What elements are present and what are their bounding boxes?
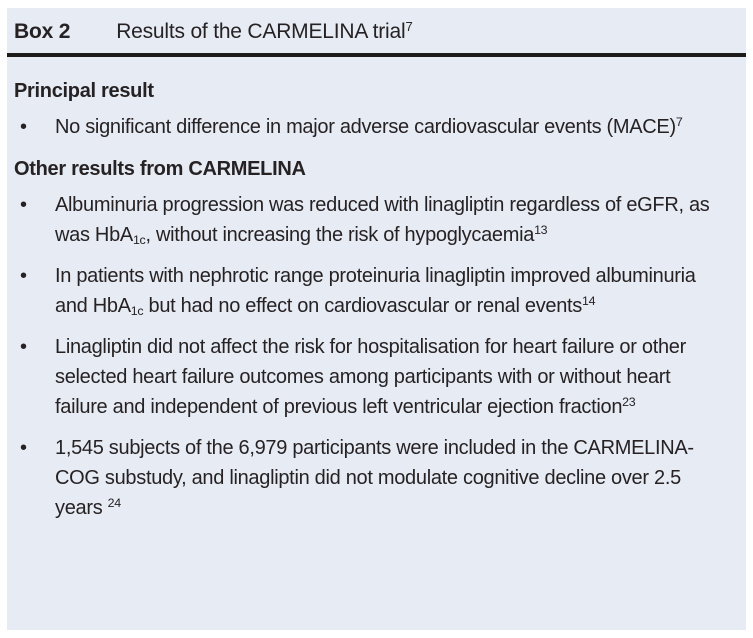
bullet-item: • 1,545 subjects of the 6,979 participant…: [14, 433, 710, 523]
bullet-text: Linagliptin did not affect the risk for …: [55, 332, 710, 422]
text-segment: In patients with nephrotic range protein…: [55, 265, 696, 317]
section-heading: Other results from CARMELINA: [14, 158, 306, 180]
bullet-icon: •: [20, 116, 27, 138]
reference-superscript: 7: [675, 115, 683, 130]
bullet-icon: •: [20, 336, 27, 358]
reference-superscript: 7: [405, 18, 413, 34]
subscript: 1c: [130, 303, 144, 318]
subscript: 1c: [132, 232, 146, 247]
text-segment: No significant difference in major adver…: [55, 116, 676, 138]
bullet-text: No significant difference in major adver…: [55, 112, 710, 142]
box-title-text: Results of the CARMELINA trial: [116, 20, 406, 43]
text-segment: , without increasing the risk of hypogly…: [145, 224, 535, 246]
text-segment: 1,545 subjects of the 6,979 participants…: [55, 437, 694, 519]
reference-superscript: 13: [534, 223, 548, 238]
reference-superscript: 23: [622, 395, 636, 410]
bullet-item: • In patients with nephrotic range protei…: [14, 261, 710, 321]
results-box: Box 2 Results of the CARMELINA trial7 Pr…: [7, 8, 746, 630]
bullet-icon: •: [20, 265, 27, 287]
bullet-icon: •: [20, 194, 27, 216]
box-body: Principal result • No significant differen…: [7, 57, 746, 523]
text-segment: but had no effect on cardiovascular or r…: [143, 295, 582, 317]
bullet-item: • No significant difference in major adve…: [14, 112, 710, 142]
reference-superscript: 24: [107, 496, 121, 511]
bullet-item: • Linagliptin did not affect the risk for…: [14, 332, 710, 422]
box-title: Results of the CARMELINA trial7: [116, 18, 413, 44]
bullet-icon: •: [20, 437, 27, 459]
bullet-text: In patients with nephrotic range protein…: [55, 261, 710, 321]
bullet-item: • Albuminuria progression was reduced wit…: [14, 190, 710, 250]
text-segment: Linagliptin did not affect the risk for …: [55, 336, 686, 418]
text-segment: Albuminuria progression was reduced with…: [55, 194, 710, 246]
reference-superscript: 14: [582, 294, 596, 309]
header-divider: [7, 53, 746, 57]
section-heading: Principal result: [14, 80, 154, 102]
box-label: Box 2: [14, 20, 71, 43]
bullet-text: Albuminuria progression was reduced with…: [55, 190, 710, 250]
bullet-text: 1,545 subjects of the 6,979 participants…: [55, 433, 710, 523]
box-header: Box 2 Results of the CARMELINA trial7: [7, 8, 746, 53]
